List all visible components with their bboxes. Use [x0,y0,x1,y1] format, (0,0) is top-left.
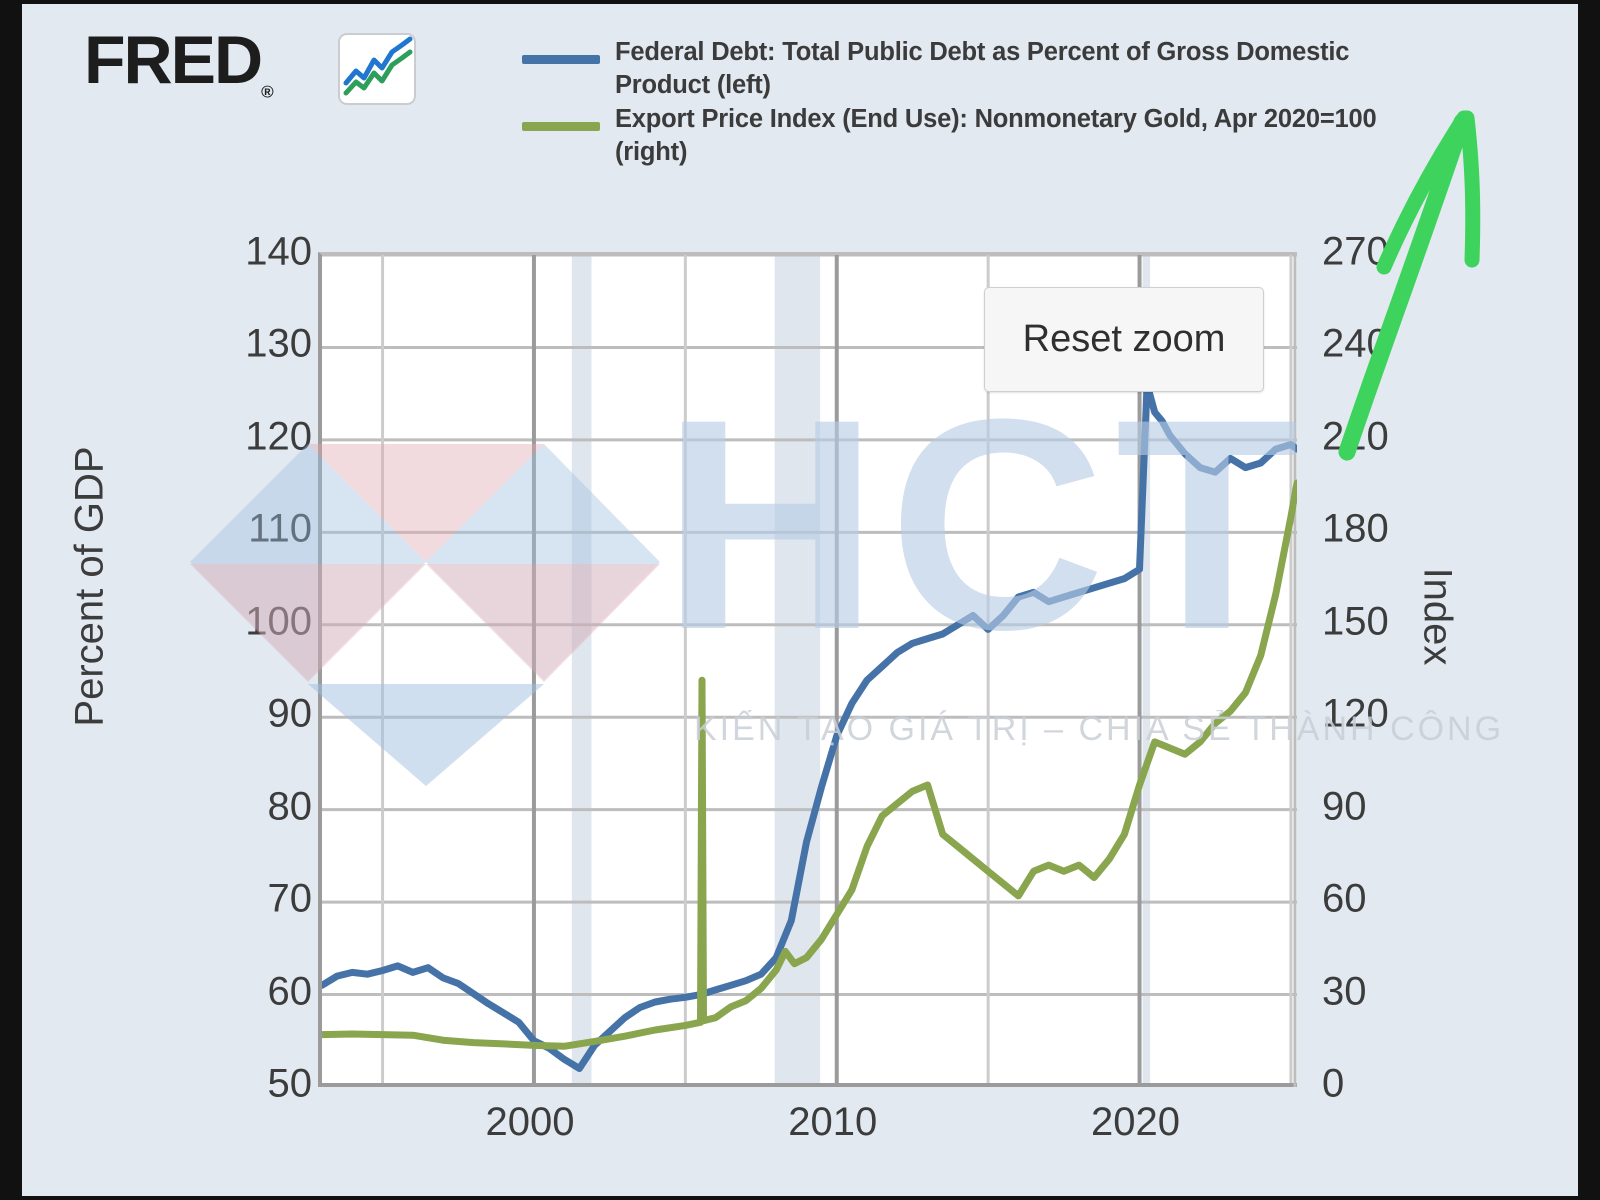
reset-zoom-button[interactable]: Reset zoom [984,287,1264,392]
chart-header: FRED® Federal Debt: Total Public Debt as… [22,4,1578,204]
legend-label-export-price-index: Export Price Index (End Use): Nonmonetar… [615,105,1377,166]
x-axis-tick-label: 2000 [485,1100,575,1144]
y-axis-left-tick-label: 80 [267,784,313,829]
series-line-export-price-index [318,479,1301,1050]
x-axis-tick-label: 2010 [788,1100,878,1144]
fred-icon-svg [343,36,413,96]
x-axis-tick-label: 2020 [1091,1100,1181,1144]
y-axis-left-tick-label: 120 [245,414,312,459]
y-axis-left-tick-label: 140 [245,229,312,274]
registered-trademark-icon: ® [261,82,274,102]
fred-chart-screenshot: FRED® Federal Debt: Total Public Debt as… [22,4,1578,1196]
y-axis-right-tick-label: 90 [1322,784,1367,829]
legend-swatch-green [522,122,600,132]
y-axis-right-tick-label: 30 [1322,969,1367,1014]
y-axis-right-tick-label: 210 [1322,414,1389,459]
recession-band [1142,255,1151,1087]
fred-wordmark: FRED [84,22,263,98]
recession-band [571,255,592,1087]
y-axis-left-tick-label: 100 [245,599,312,644]
fred-chart-icon [338,33,416,105]
legend-item-federal-debt[interactable]: Federal Debt: Total Public Debt as Perce… [522,36,1422,101]
y-axis-left-tick-label: 50 [267,1061,313,1106]
y-axis-left-title: Percent of GDP [67,446,112,727]
y-axis-right-tick-label: 180 [1322,506,1389,551]
y-axis-right-tick-label: 60 [1322,876,1367,921]
y-axis-right-tick-label: 150 [1322,599,1389,644]
chart-legend: Federal Debt: Total Public Debt as Perce… [522,36,1422,171]
y-axis-right-tick-label: 120 [1322,691,1389,736]
chart-svg [318,253,1301,1087]
series-line-federal-debt [318,380,1301,1072]
legend-label-federal-debt: Federal Debt: Total Public Debt as Perce… [615,38,1350,99]
legend-item-export-price-index[interactable]: Export Price Index (End Use): Nonmonetar… [522,103,1422,168]
y-axis-left-tick-label: 130 [245,321,312,366]
legend-swatch-blue [522,55,600,64]
y-axis-left-tick-label: 60 [267,969,313,1014]
y-axis-right-tick-label: 270 [1322,229,1389,274]
y-axis-right-tick-label: 0 [1322,1061,1345,1106]
y-axis-left-tick-label: 90 [267,691,313,736]
fred-logo: FRED® [84,26,274,101]
y-axis-left-tick-label: 110 [248,506,312,551]
y-axis-left-tick-label: 70 [267,876,313,921]
y-axis-right-tick-label: 240 [1322,321,1389,366]
